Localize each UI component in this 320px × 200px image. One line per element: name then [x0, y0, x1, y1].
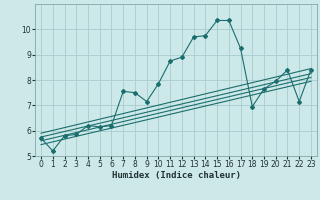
X-axis label: Humidex (Indice chaleur): Humidex (Indice chaleur): [111, 171, 241, 180]
